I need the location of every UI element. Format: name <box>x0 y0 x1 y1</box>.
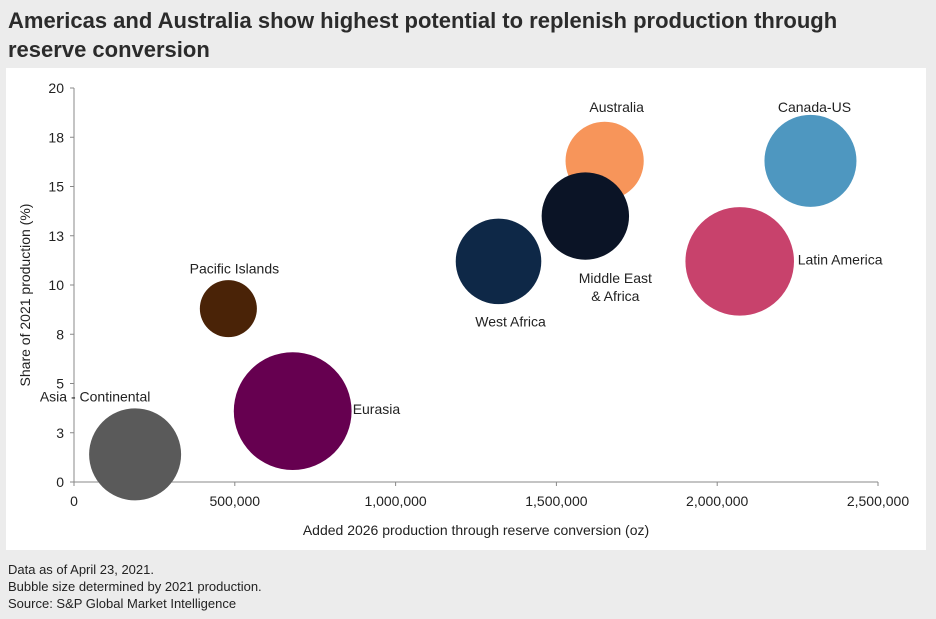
bubble-7 <box>764 114 857 207</box>
y-tick-label: 8 <box>56 326 64 342</box>
footnote-bubble-size: Bubble size determined by 2021 productio… <box>8 579 262 594</box>
y-tick-label: 20 <box>48 80 64 96</box>
y-tick-label: 13 <box>48 228 64 244</box>
y-tick-label: 15 <box>48 179 64 195</box>
x-axis-title: Added 2026 production through reserve co… <box>303 522 649 538</box>
bubble-label-5: Middle East <box>579 270 652 286</box>
bubble-label-6: Latin America <box>798 251 883 267</box>
bubble-label-4: Australia <box>589 99 644 115</box>
y-tick-label: 0 <box>56 474 64 490</box>
bubble-label-7: Canada-US <box>778 99 851 115</box>
bubble-1 <box>199 280 257 338</box>
x-tick-label: 2,000,000 <box>686 493 748 509</box>
y-tick-label: 5 <box>56 376 64 392</box>
bubble-label-2: Eurasia <box>353 401 401 417</box>
y-axis-title: Share of 2021 production (%) <box>17 204 33 387</box>
chart-title: Americas and Australia show highest pote… <box>8 8 838 62</box>
footnotes: Data as of April 23, 2021. Bubble size d… <box>8 561 262 612</box>
bubble-label-3: West Africa <box>475 313 546 329</box>
bubble-chart: 0 3 5 8 10 13 15 18 20 0 500,000 1,000,000 1,500,000… <box>17 80 909 538</box>
bubble-2 <box>233 352 352 470</box>
bubble-6 <box>685 207 794 316</box>
y-tick-label: 18 <box>48 129 64 145</box>
bubble-label-1: Pacific Islands <box>190 261 279 277</box>
bubble-label-0: Asia - Continental <box>40 388 151 404</box>
footnote-source: Source: S&P Global Market Intelligence <box>8 596 237 611</box>
bubble-5 <box>541 172 630 260</box>
x-tick-label: 1,500,000 <box>525 493 587 509</box>
x-tick-label: 0 <box>70 493 78 509</box>
x-tick-label: 500,000 <box>209 493 260 509</box>
y-tick-label: 3 <box>56 425 64 441</box>
bubble-3 <box>455 218 542 305</box>
footnote-date: Data as of April 23, 2021. <box>8 562 154 577</box>
x-tick-label: 1,000,000 <box>364 493 426 509</box>
y-tick-label: 10 <box>48 277 64 293</box>
bubble-0 <box>89 408 182 501</box>
x-tick-label: 2,500,000 <box>847 493 909 509</box>
bubble-label-5: & Africa <box>591 288 639 304</box>
chart-panel: 0 3 5 8 10 13 15 18 20 0 500,000 1,000,000 1,500,000… <box>6 68 926 550</box>
